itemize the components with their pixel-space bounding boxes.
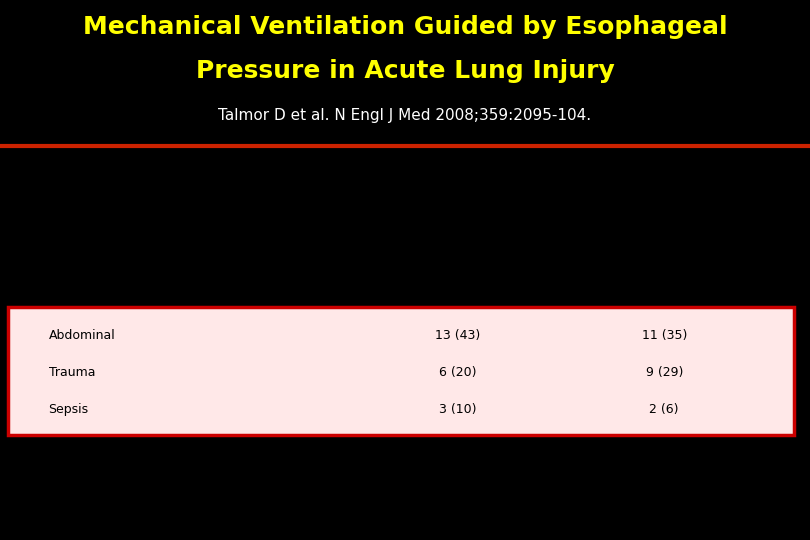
Text: 3 (10): 3 (10) <box>439 403 476 416</box>
Bar <box>8 307 794 435</box>
Text: 9 (29): 9 (29) <box>646 366 683 379</box>
Text: Trauma: Trauma <box>49 366 95 379</box>
Text: Pulmonary: Pulmonary <box>49 292 115 305</box>
Text: 4 (13): 4 (13) <box>646 440 683 454</box>
Text: 6 (20): 6 (20) <box>439 366 476 379</box>
Text: Characteristic: Characteristic <box>12 211 110 224</box>
Text: 11 (35): 11 (35) <box>642 329 687 342</box>
Text: Esophageal-Pressure–Guided
(N=30): Esophageal-Pressure–Guided (N=30) <box>356 190 560 218</box>
Text: 7 (23): 7 (23) <box>439 292 476 305</box>
Text: Primary physiological injury — no. (%)‡: Primary physiological injury — no. (%)‡ <box>12 255 257 268</box>
Text: 13 (43): 13 (43) <box>435 329 480 342</box>
Text: Pressure in Acute Lung Injury: Pressure in Acute Lung Injury <box>196 59 614 83</box>
Text: Conventional Treatment
(N=31): Conventional Treatment (N=31) <box>580 190 748 218</box>
Text: 2 (6): 2 (6) <box>650 403 679 416</box>
Text: 5 (16): 5 (16) <box>646 292 683 305</box>
Text: Other: Other <box>49 440 84 454</box>
Text: Talmor D et al. N Engl J Med 2008;359:2095-104.: Talmor D et al. N Engl J Med 2008;359:20… <box>219 109 591 123</box>
Text: Abdominal: Abdominal <box>49 329 115 342</box>
Text: Sepsis: Sepsis <box>49 403 89 416</box>
Text: 1 (3): 1 (3) <box>443 440 472 454</box>
Text: Mechanical Ventilation Guided by Esophageal: Mechanical Ventilation Guided by Esophag… <box>83 15 727 39</box>
